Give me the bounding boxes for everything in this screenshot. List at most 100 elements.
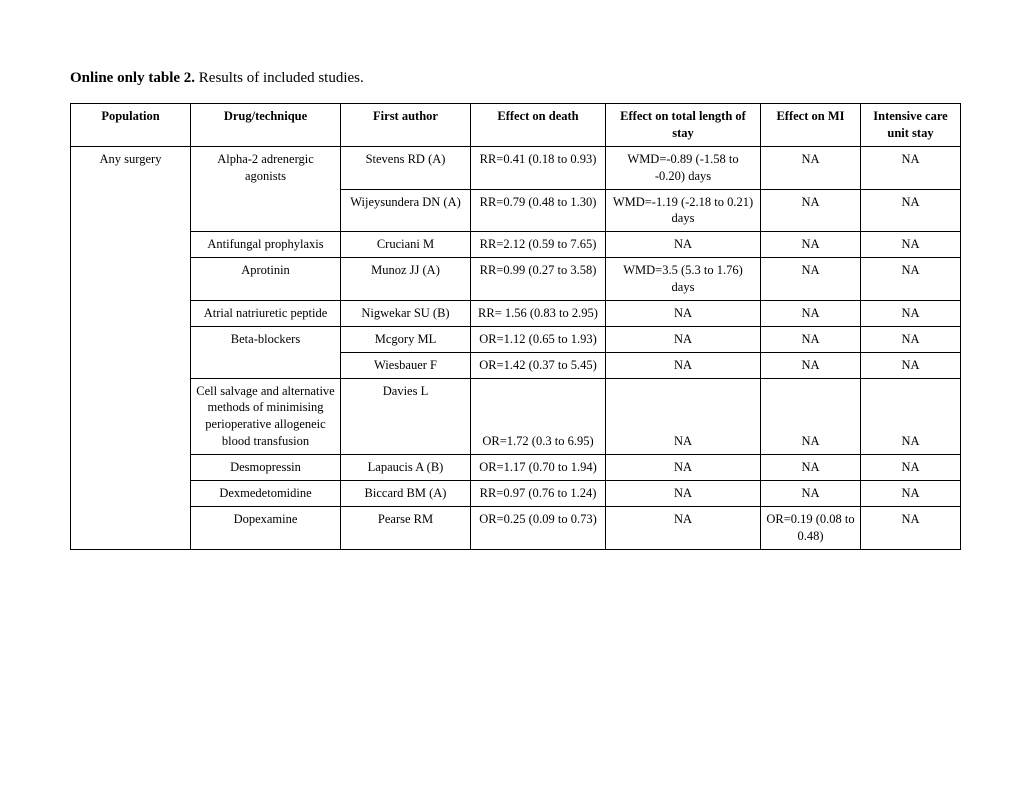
cell-death: RR=0.79 (0.48 to 1.30) [471, 189, 606, 232]
cell-mi: NA [761, 455, 861, 481]
cell-author: Wijeysundera DN (A) [341, 189, 471, 232]
cell-death: RR=2.12 (0.59 to 7.65) [471, 232, 606, 258]
cell-los: NA [606, 506, 761, 549]
cell-population: Any surgery [71, 146, 191, 189]
cell-drug: Alpha-2 adrenergic agonists [191, 146, 341, 189]
cell-mi: NA [761, 300, 861, 326]
cell-los: WMD=3.5 (5.3 to 1.76) days [606, 258, 761, 301]
cell-drug: Dopexamine [191, 506, 341, 549]
cell-icu: NA [861, 258, 961, 301]
cell-population [71, 480, 191, 506]
cell-author: Pearse RM [341, 506, 471, 549]
table-header: Population Drug/technique First author E… [71, 104, 961, 147]
cell-death: RR=0.99 (0.27 to 3.58) [471, 258, 606, 301]
col-header: Effect on total length of stay [606, 104, 761, 147]
cell-author: Lapaucis A (B) [341, 455, 471, 481]
cell-icu: NA [861, 506, 961, 549]
cell-drug: Dexmedetomidine [191, 480, 341, 506]
cell-icu: NA [861, 232, 961, 258]
cell-icu: NA [861, 300, 961, 326]
cell-icu: NA [861, 146, 961, 189]
table-row: Atrial natriuretic peptideNigwekar SU (B… [71, 300, 961, 326]
cell-death: RR=0.41 (0.18 to 0.93) [471, 146, 606, 189]
table-caption: Online only table 2. Results of included… [70, 70, 960, 87]
cell-icu: NA [861, 352, 961, 378]
cell-author: Biccard BM (A) [341, 480, 471, 506]
table-row: Any surgeryAlpha-2 adrenergic agonistsSt… [71, 146, 961, 189]
cell-author: Munoz JJ (A) [341, 258, 471, 301]
cell-death: RR= 1.56 (0.83 to 2.95) [471, 300, 606, 326]
cell-mi: OR=0.19 (0.08 to 0.48) [761, 506, 861, 549]
cell-drug: Beta-blockers [191, 326, 341, 352]
col-header: Intensive care unit stay [861, 104, 961, 147]
cell-population [71, 455, 191, 481]
cell-author: Wiesbauer F [341, 352, 471, 378]
cell-author: Stevens RD (A) [341, 146, 471, 189]
cell-population [71, 300, 191, 326]
cell-los: WMD=-1.19 (-2.18 to 0.21) days [606, 189, 761, 232]
cell-population [71, 506, 191, 549]
cell-drug: Antifungal prophylaxis [191, 232, 341, 258]
table-row: DesmopressinLapaucis A (B)OR=1.17 (0.70 … [71, 455, 961, 481]
col-header: Drug/technique [191, 104, 341, 147]
cell-death: OR=0.25 (0.09 to 0.73) [471, 506, 606, 549]
cell-mi: NA [761, 480, 861, 506]
cell-drug: Atrial natriuretic peptide [191, 300, 341, 326]
cell-drug: Aprotinin [191, 258, 341, 301]
cell-los: NA [606, 455, 761, 481]
cell-icu: NA [861, 326, 961, 352]
cell-icu: NA [861, 378, 961, 455]
table-row: DopexaminePearse RMOR=0.25 (0.09 to 0.73… [71, 506, 961, 549]
table-row: AprotininMunoz JJ (A)RR=0.99 (0.27 to 3.… [71, 258, 961, 301]
cell-los: NA [606, 378, 761, 455]
caption-rest: Results of included studies. [195, 70, 364, 86]
table-row: Wijeysundera DN (A)RR=0.79 (0.48 to 1.30… [71, 189, 961, 232]
cell-mi: NA [761, 232, 861, 258]
cell-death: OR=1.17 (0.70 to 1.94) [471, 455, 606, 481]
cell-death: OR=1.72 (0.3 to 6.95) [471, 378, 606, 455]
cell-population [71, 258, 191, 301]
cell-author: Davies L [341, 378, 471, 455]
cell-mi: NA [761, 326, 861, 352]
table-body: Any surgeryAlpha-2 adrenergic agonistsSt… [71, 146, 961, 549]
table-row: DexmedetomidineBiccard BM (A)RR=0.97 (0.… [71, 480, 961, 506]
cell-los: NA [606, 480, 761, 506]
cell-author: Nigwekar SU (B) [341, 300, 471, 326]
cell-death: OR=1.42 (0.37 to 5.45) [471, 352, 606, 378]
col-header: Effect on death [471, 104, 606, 147]
results-table: Population Drug/technique First author E… [70, 103, 961, 550]
table-row: Cell salvage and alternative methods of … [71, 378, 961, 455]
table-row: Antifungal prophylaxisCruciani MRR=2.12 … [71, 232, 961, 258]
table-row: Beta-blockersMcgory MLOR=1.12 (0.65 to 1… [71, 326, 961, 352]
cell-los: NA [606, 300, 761, 326]
cell-drug [191, 189, 341, 232]
cell-mi: NA [761, 189, 861, 232]
cell-los: NA [606, 326, 761, 352]
col-header: Population [71, 104, 191, 147]
col-header: Effect on MI [761, 104, 861, 147]
cell-population [71, 352, 191, 378]
cell-death: OR=1.12 (0.65 to 1.93) [471, 326, 606, 352]
cell-los: NA [606, 232, 761, 258]
col-header: First author [341, 104, 471, 147]
cell-icu: NA [861, 480, 961, 506]
caption-bold: Online only table 2. [70, 70, 195, 86]
cell-mi: NA [761, 258, 861, 301]
cell-author: Cruciani M [341, 232, 471, 258]
cell-mi: NA [761, 146, 861, 189]
cell-icu: NA [861, 455, 961, 481]
cell-los: WMD=-0.89 (-1.58 to -0.20) days [606, 146, 761, 189]
cell-mi: NA [761, 378, 861, 455]
cell-population [71, 189, 191, 232]
table-row: Wiesbauer FOR=1.42 (0.37 to 5.45)NANANA [71, 352, 961, 378]
cell-drug: Cell salvage and alternative methods of … [191, 378, 341, 455]
cell-icu: NA [861, 189, 961, 232]
cell-death: RR=0.97 (0.76 to 1.24) [471, 480, 606, 506]
cell-drug: Desmopressin [191, 455, 341, 481]
cell-mi: NA [761, 352, 861, 378]
cell-drug [191, 352, 341, 378]
cell-population [71, 326, 191, 352]
cell-author: Mcgory ML [341, 326, 471, 352]
cell-los: NA [606, 352, 761, 378]
cell-population [71, 378, 191, 455]
